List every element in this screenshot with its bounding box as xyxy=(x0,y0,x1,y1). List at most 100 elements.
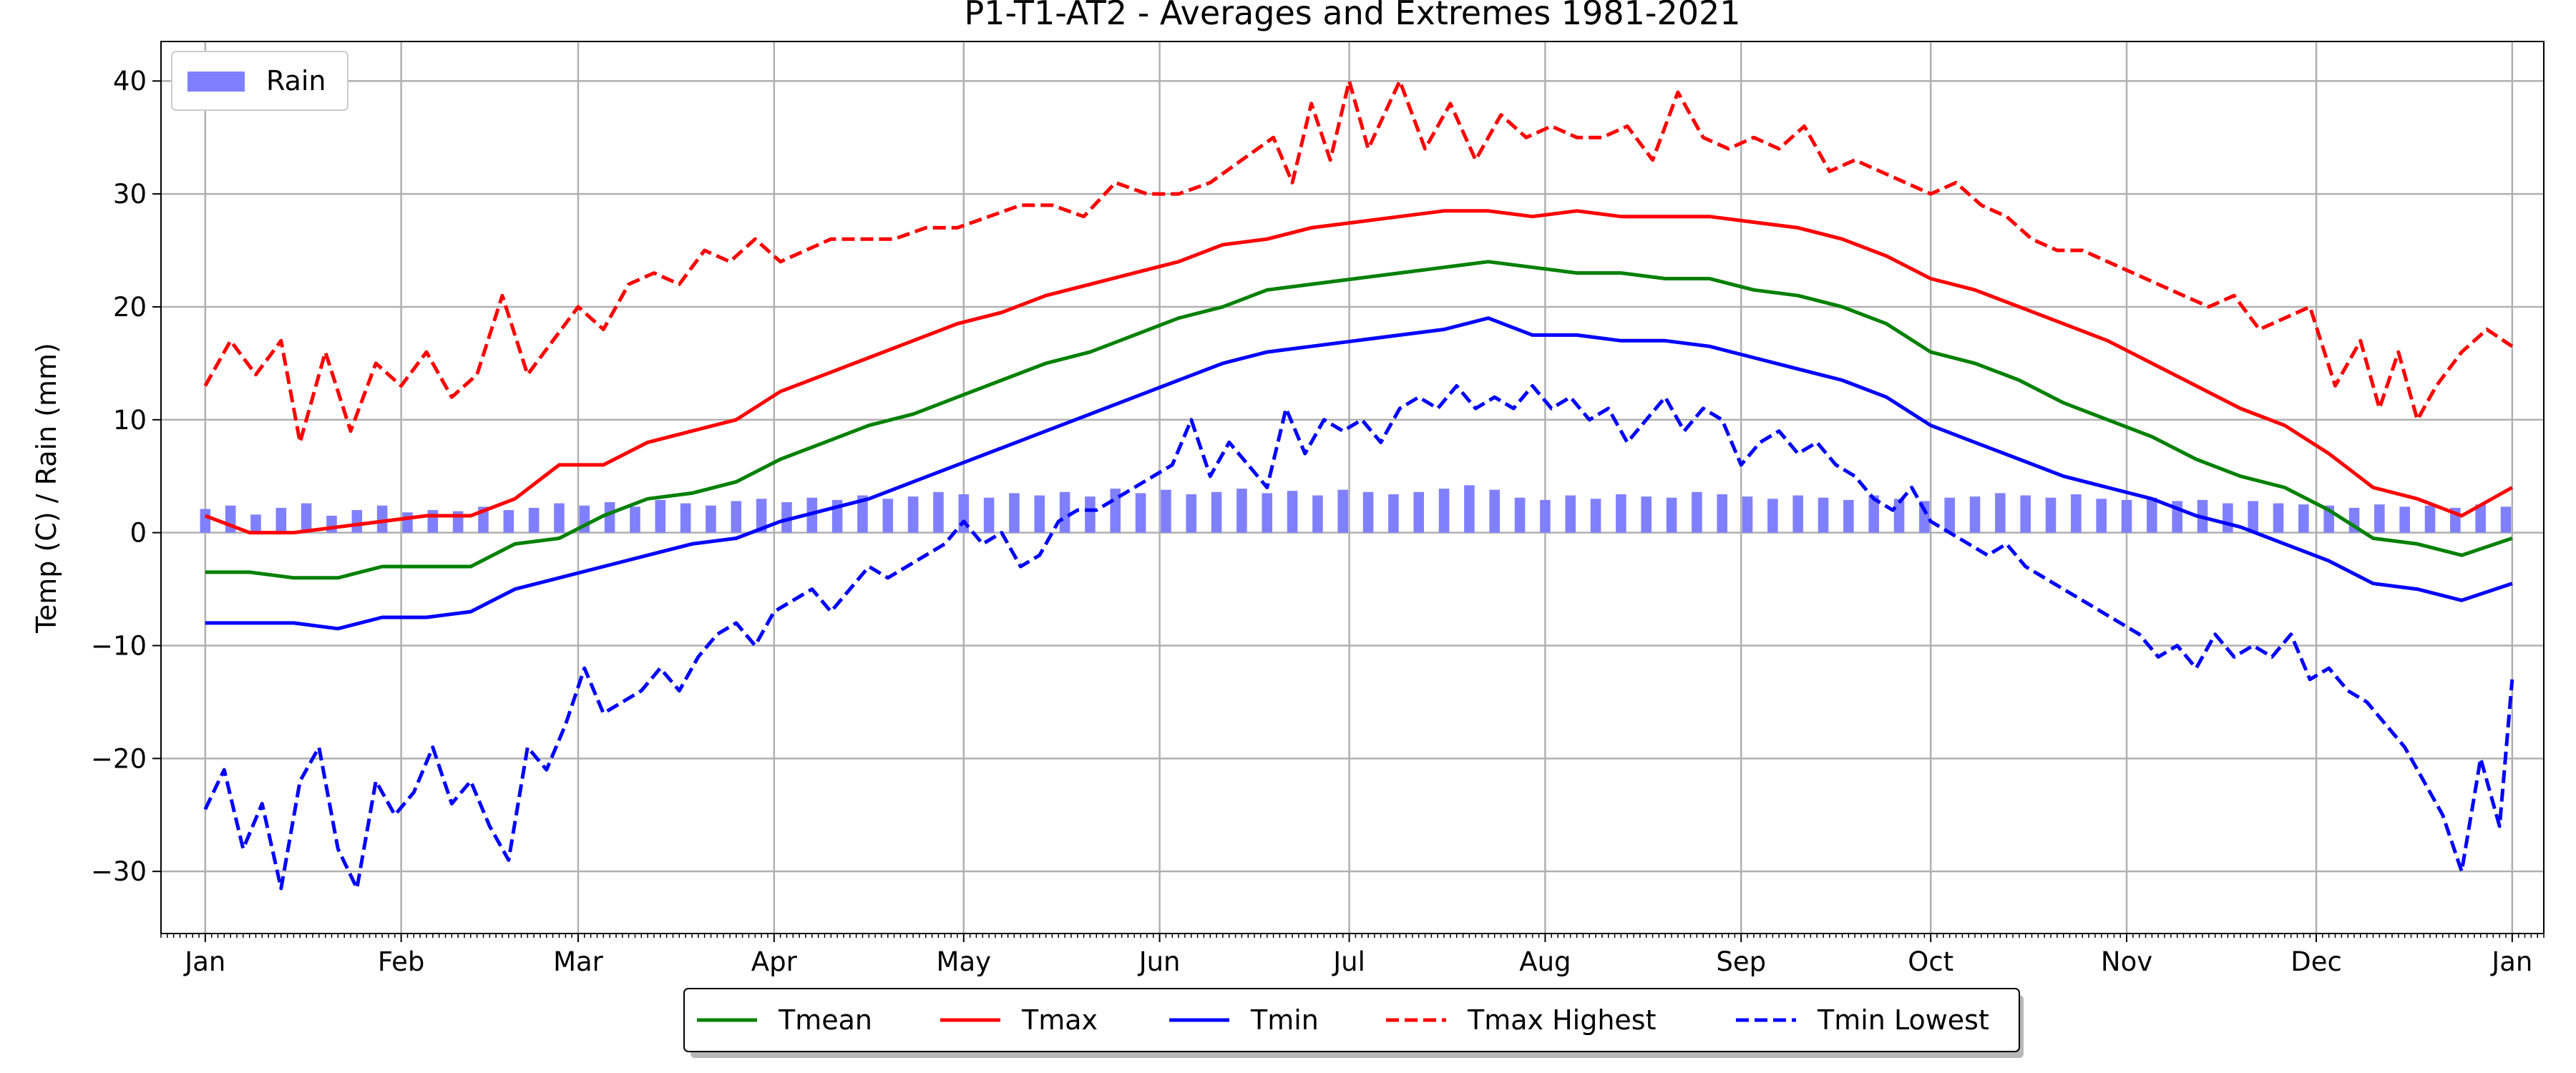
rain-bar xyxy=(2500,506,2512,533)
rain-bar xyxy=(1438,489,1450,533)
rain-bar xyxy=(604,502,615,533)
rain-bar xyxy=(1944,497,1955,533)
legend-tmean-label: Tmean xyxy=(778,1004,872,1036)
x-tick-label: Oct xyxy=(1908,946,1953,977)
legend-tmin-label: Tmin xyxy=(1250,1004,1319,1036)
rain-bar xyxy=(1590,499,1601,533)
tmin-lowest-line xyxy=(203,383,2514,891)
tmax-highest-line xyxy=(203,79,2514,444)
rain-bar xyxy=(781,502,792,533)
rain-bar xyxy=(1009,493,1020,533)
plot-frame xyxy=(160,41,2545,934)
tmean-line xyxy=(205,260,2513,580)
rain-bar xyxy=(200,509,211,533)
rain-bar xyxy=(1843,499,1854,533)
rain-bar xyxy=(731,501,742,533)
rain-bar xyxy=(1641,496,1652,533)
rain-bar xyxy=(2096,499,2107,533)
rain-bar xyxy=(2475,504,2486,533)
rain-bar xyxy=(554,503,565,533)
rain-bar xyxy=(756,499,767,533)
rain-bar xyxy=(655,499,666,533)
y-axis-label: Temp (C) / Rain (mm) xyxy=(31,343,62,634)
rain-bar xyxy=(376,505,388,533)
rain-bar xyxy=(275,507,287,533)
rain-bar xyxy=(1236,489,1247,533)
rain-bar xyxy=(351,510,363,533)
rain-bar xyxy=(1792,495,1804,533)
rain-bar xyxy=(907,496,919,533)
rain-bar xyxy=(1540,499,1551,533)
legend-bottom-box xyxy=(683,988,2020,1052)
x-tick-label: Jan xyxy=(183,946,225,977)
rain-bar xyxy=(326,515,337,533)
rain-bar xyxy=(933,491,944,533)
rain-bar xyxy=(1742,496,1753,533)
rain-bar xyxy=(402,512,413,533)
y-tick-label: −10 xyxy=(91,630,147,661)
rain-bar xyxy=(1211,491,1222,533)
rain-bar xyxy=(1893,499,1905,533)
tmin-line xyxy=(205,316,2513,631)
rain-bar xyxy=(1312,495,1323,533)
rain-bar xyxy=(2223,503,2233,533)
legend-top: Rain xyxy=(171,51,348,111)
rain-bar xyxy=(2121,499,2132,533)
rain-bar xyxy=(2424,505,2436,533)
rain-bar xyxy=(857,495,868,533)
rain-bar xyxy=(1337,489,1349,533)
chart-title: P1-T1-AT2 - Averages and Extremes 1981-2… xyxy=(964,0,1740,32)
rain-bar xyxy=(1995,493,2006,533)
legend-tmax-highest-label: Tmax Highest xyxy=(1467,1004,1657,1036)
axis-ticks: −30 −20 −10 0 10 20 30 40 Jan Feb Mar Apr May Jun Jul A… xyxy=(91,66,2545,977)
rain-bar xyxy=(1666,497,1677,533)
x-tick-label: Nov xyxy=(2101,946,2152,977)
x-tick-label: May xyxy=(937,946,992,977)
rain-bar xyxy=(1616,494,1626,533)
x-tick-label: Feb xyxy=(378,946,425,977)
legend-top-box xyxy=(171,51,348,111)
rain-bar xyxy=(1969,496,1981,533)
rain-bar xyxy=(1868,495,1880,533)
rain-bar xyxy=(2071,494,2082,533)
y-tick-label: 20 xyxy=(113,292,147,323)
x-tick-label: Mar xyxy=(553,946,604,977)
legend-tmin-lowest-label: Tmin Lowest xyxy=(1817,1004,1989,1036)
rain-bar xyxy=(1767,499,1778,533)
rain-bar xyxy=(2374,504,2385,533)
rain-bar xyxy=(1262,493,1273,533)
tmax-line xyxy=(204,209,2514,535)
rain-bar xyxy=(1034,495,1045,533)
rain-bar xyxy=(1287,491,1298,533)
series-lines xyxy=(203,79,2514,891)
rain-bar xyxy=(2298,504,2309,533)
rain-bar xyxy=(2273,503,2284,533)
x-tick-label: Apr xyxy=(751,946,798,977)
y-tick-label: 30 xyxy=(113,179,147,210)
x-tick-label: Jul xyxy=(1332,946,1365,977)
x-tick-label: Dec xyxy=(2290,946,2342,977)
rain-bar xyxy=(630,506,640,533)
rain-bar xyxy=(1186,494,1197,533)
rain-bar xyxy=(1514,497,1526,533)
rain-bars xyxy=(200,485,2512,533)
y-tick-label: 0 xyxy=(130,518,147,549)
rain-bar xyxy=(1161,489,1171,533)
rain-bar xyxy=(1362,491,1374,533)
legend-bottom: Tmean Tmax Tmin Tmax Highest Tmin Lowest xyxy=(683,988,2024,1058)
rain-bar xyxy=(1818,497,1829,533)
rain-bar xyxy=(2147,497,2157,533)
y-tick-label: −30 xyxy=(91,856,147,887)
rain-bar xyxy=(1085,496,1096,533)
rain-bar xyxy=(427,510,439,533)
rain-bar xyxy=(528,507,540,533)
rain-bar xyxy=(2248,501,2258,533)
legend-rain-swatch xyxy=(187,72,245,92)
x-tick-label: Aug xyxy=(1519,946,1571,977)
rain-bar xyxy=(503,510,514,533)
rain-bar xyxy=(680,503,691,533)
y-tick-label: −20 xyxy=(91,743,147,774)
rain-bar xyxy=(2045,497,2057,533)
legend-rain-label: Rain xyxy=(266,65,326,97)
